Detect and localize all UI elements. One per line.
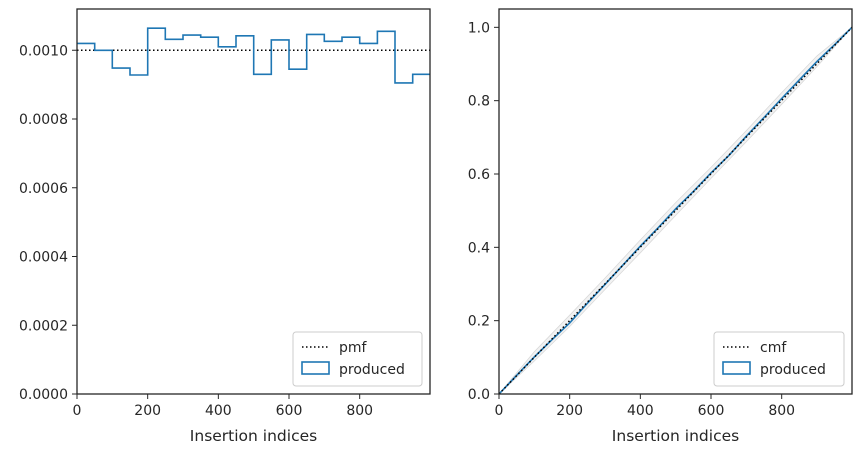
x-axis-label: Insertion indices	[190, 427, 317, 445]
legend-cmf-label: cmf	[760, 340, 787, 356]
chart-1: 0 200 400 600 800 0.0000 0.0002 0.0004 0.0006 0.0…	[19, 8, 431, 445]
y-tick-label: 0.0010	[19, 43, 68, 59]
y-tick-label: 0.8	[468, 94, 490, 110]
x-axis-label: Insertion indices	[612, 427, 739, 445]
cmf-reference-line	[499, 26, 852, 394]
x-tick-label: 200	[556, 403, 583, 419]
x-tick-label: 0	[495, 403, 504, 419]
y-tick-label: 0.0008	[19, 112, 68, 128]
y-tick-label: 0.2	[468, 314, 490, 330]
axes-frame	[498, 8, 853, 395]
axes-frame	[76, 8, 431, 395]
series-0-step-line	[77, 27, 430, 84]
x-tick-label: 0	[73, 403, 82, 419]
y-tick-label: 0.0000	[19, 387, 68, 403]
x-tick-label: 400	[205, 403, 232, 419]
y-tick-label: 1.0	[468, 20, 490, 36]
legend: cmf produced	[713, 331, 845, 387]
y-tick-label: 0.0004	[19, 250, 68, 266]
y-tick-label: 0.0	[468, 387, 490, 403]
plot-area	[499, 26, 852, 394]
x-tick-label: 800	[768, 403, 795, 419]
y-tick-label: 0.0002	[19, 318, 68, 334]
legend-produced-swatch	[722, 361, 751, 375]
x-tick-label: 800	[346, 403, 373, 419]
legend-produced-swatch	[301, 361, 330, 375]
x-tick-label: 600	[276, 403, 303, 419]
chart-2: 0 200 400 600 800 0.0 0.2 0.4 0.6 0.8 1.0 Insertion…	[468, 8, 853, 445]
series-0-line	[499, 26, 852, 394]
x-tick-label: 600	[698, 403, 725, 419]
x-tick-label: 200	[134, 403, 161, 419]
y-tick-label: 0.4	[468, 240, 490, 256]
x-tick-label: 400	[627, 403, 654, 419]
legend-pmf-label: pmf	[339, 340, 368, 356]
legend-box	[292, 331, 423, 387]
legend-box	[713, 331, 845, 387]
legend-produced-label: produced	[760, 362, 826, 378]
legend: pmf produced	[292, 331, 423, 387]
legend-produced-label: produced	[339, 362, 405, 378]
y-tick-label: 0.0006	[19, 181, 68, 197]
y-tick-label: 0.6	[468, 167, 490, 183]
plot-area	[77, 27, 430, 84]
